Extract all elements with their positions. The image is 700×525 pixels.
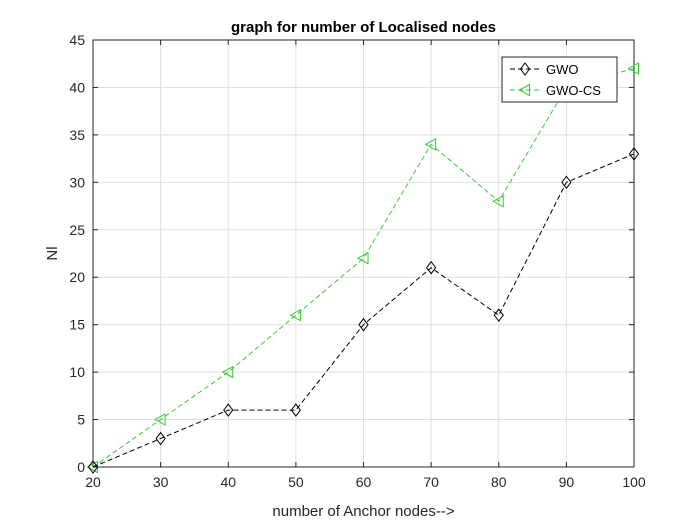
- data-point-gwo-cs: [492, 194, 504, 208]
- y-tick-label: 40: [69, 79, 85, 95]
- y-tick-label: 45: [69, 32, 85, 48]
- data-point-gwo: [358, 317, 369, 332]
- series-line-gwo-cs: [92, 67, 635, 468]
- y-tick-label: 0: [77, 459, 85, 475]
- x-tick-label: 100: [622, 474, 646, 490]
- data-point-gwo: [87, 460, 99, 474]
- x-tick-label: 70: [423, 474, 439, 490]
- legend-label-gwo: GWO: [546, 62, 579, 77]
- series-line-gwo: [92, 153, 635, 468]
- legend-entry-gwo-cs: GWO-CS: [510, 83, 601, 98]
- data-point-gwo-cs: [154, 413, 166, 426]
- x-tick-label: 60: [356, 474, 372, 490]
- data-point-gwo-cs: [221, 365, 234, 379]
- data-point-gwo-cs: [627, 62, 639, 75]
- series-gwo: [87, 147, 640, 474]
- series-layer: [86, 62, 640, 474]
- data-point-gwo: [426, 260, 437, 275]
- y-tick-label: 25: [69, 222, 85, 238]
- data-point-gwo: [561, 175, 572, 190]
- data-point-gwo: [493, 308, 504, 323]
- legend-entry-gwo: GWO: [510, 62, 579, 77]
- x-tick-label: 90: [559, 474, 575, 490]
- y-tick-label: 20: [69, 269, 85, 285]
- x-tick-label: 30: [153, 474, 169, 490]
- x-tick-label: 40: [220, 474, 236, 490]
- legend-marker-gwo: [519, 62, 531, 76]
- y-axis-label: Nl: [44, 246, 61, 260]
- data-point-gwo-cs: [424, 138, 437, 151]
- x-tick-label: 20: [85, 474, 101, 490]
- ticks: 20 30 40 50 60 70 80 90 100 0 5 10 15 20 25 30 35 40 45: [69, 32, 645, 490]
- data-point-gwo: [290, 403, 301, 417]
- x-tick-label: 50: [288, 474, 304, 490]
- y-tick-label: 10: [69, 364, 85, 380]
- x-axis-label: number of Anchor nodes-->: [272, 503, 454, 520]
- legend-box: [501, 56, 618, 103]
- chart-title: graph for number of Localised nodes: [231, 19, 496, 36]
- y-tick-label: 5: [77, 412, 85, 428]
- legend-label-gwo-cs: GWO-CS: [546, 83, 601, 98]
- data-point-gwo: [223, 403, 234, 417]
- data-point-gwo: [155, 431, 166, 446]
- data-point-gwo: [628, 147, 640, 161]
- y-tick-label: 15: [69, 317, 85, 333]
- data-point-gwo-cs: [289, 308, 301, 322]
- data-point-gwo-cs: [356, 251, 369, 265]
- y-tick-label: 30: [69, 174, 85, 190]
- legend-marker-gwo-cs: [518, 83, 530, 97]
- x-tick-label: 80: [491, 474, 507, 490]
- series-gwo-cs: [86, 62, 639, 474]
- y-tick-label: 35: [69, 127, 85, 143]
- legend: GWO GWO-CS: [501, 56, 618, 103]
